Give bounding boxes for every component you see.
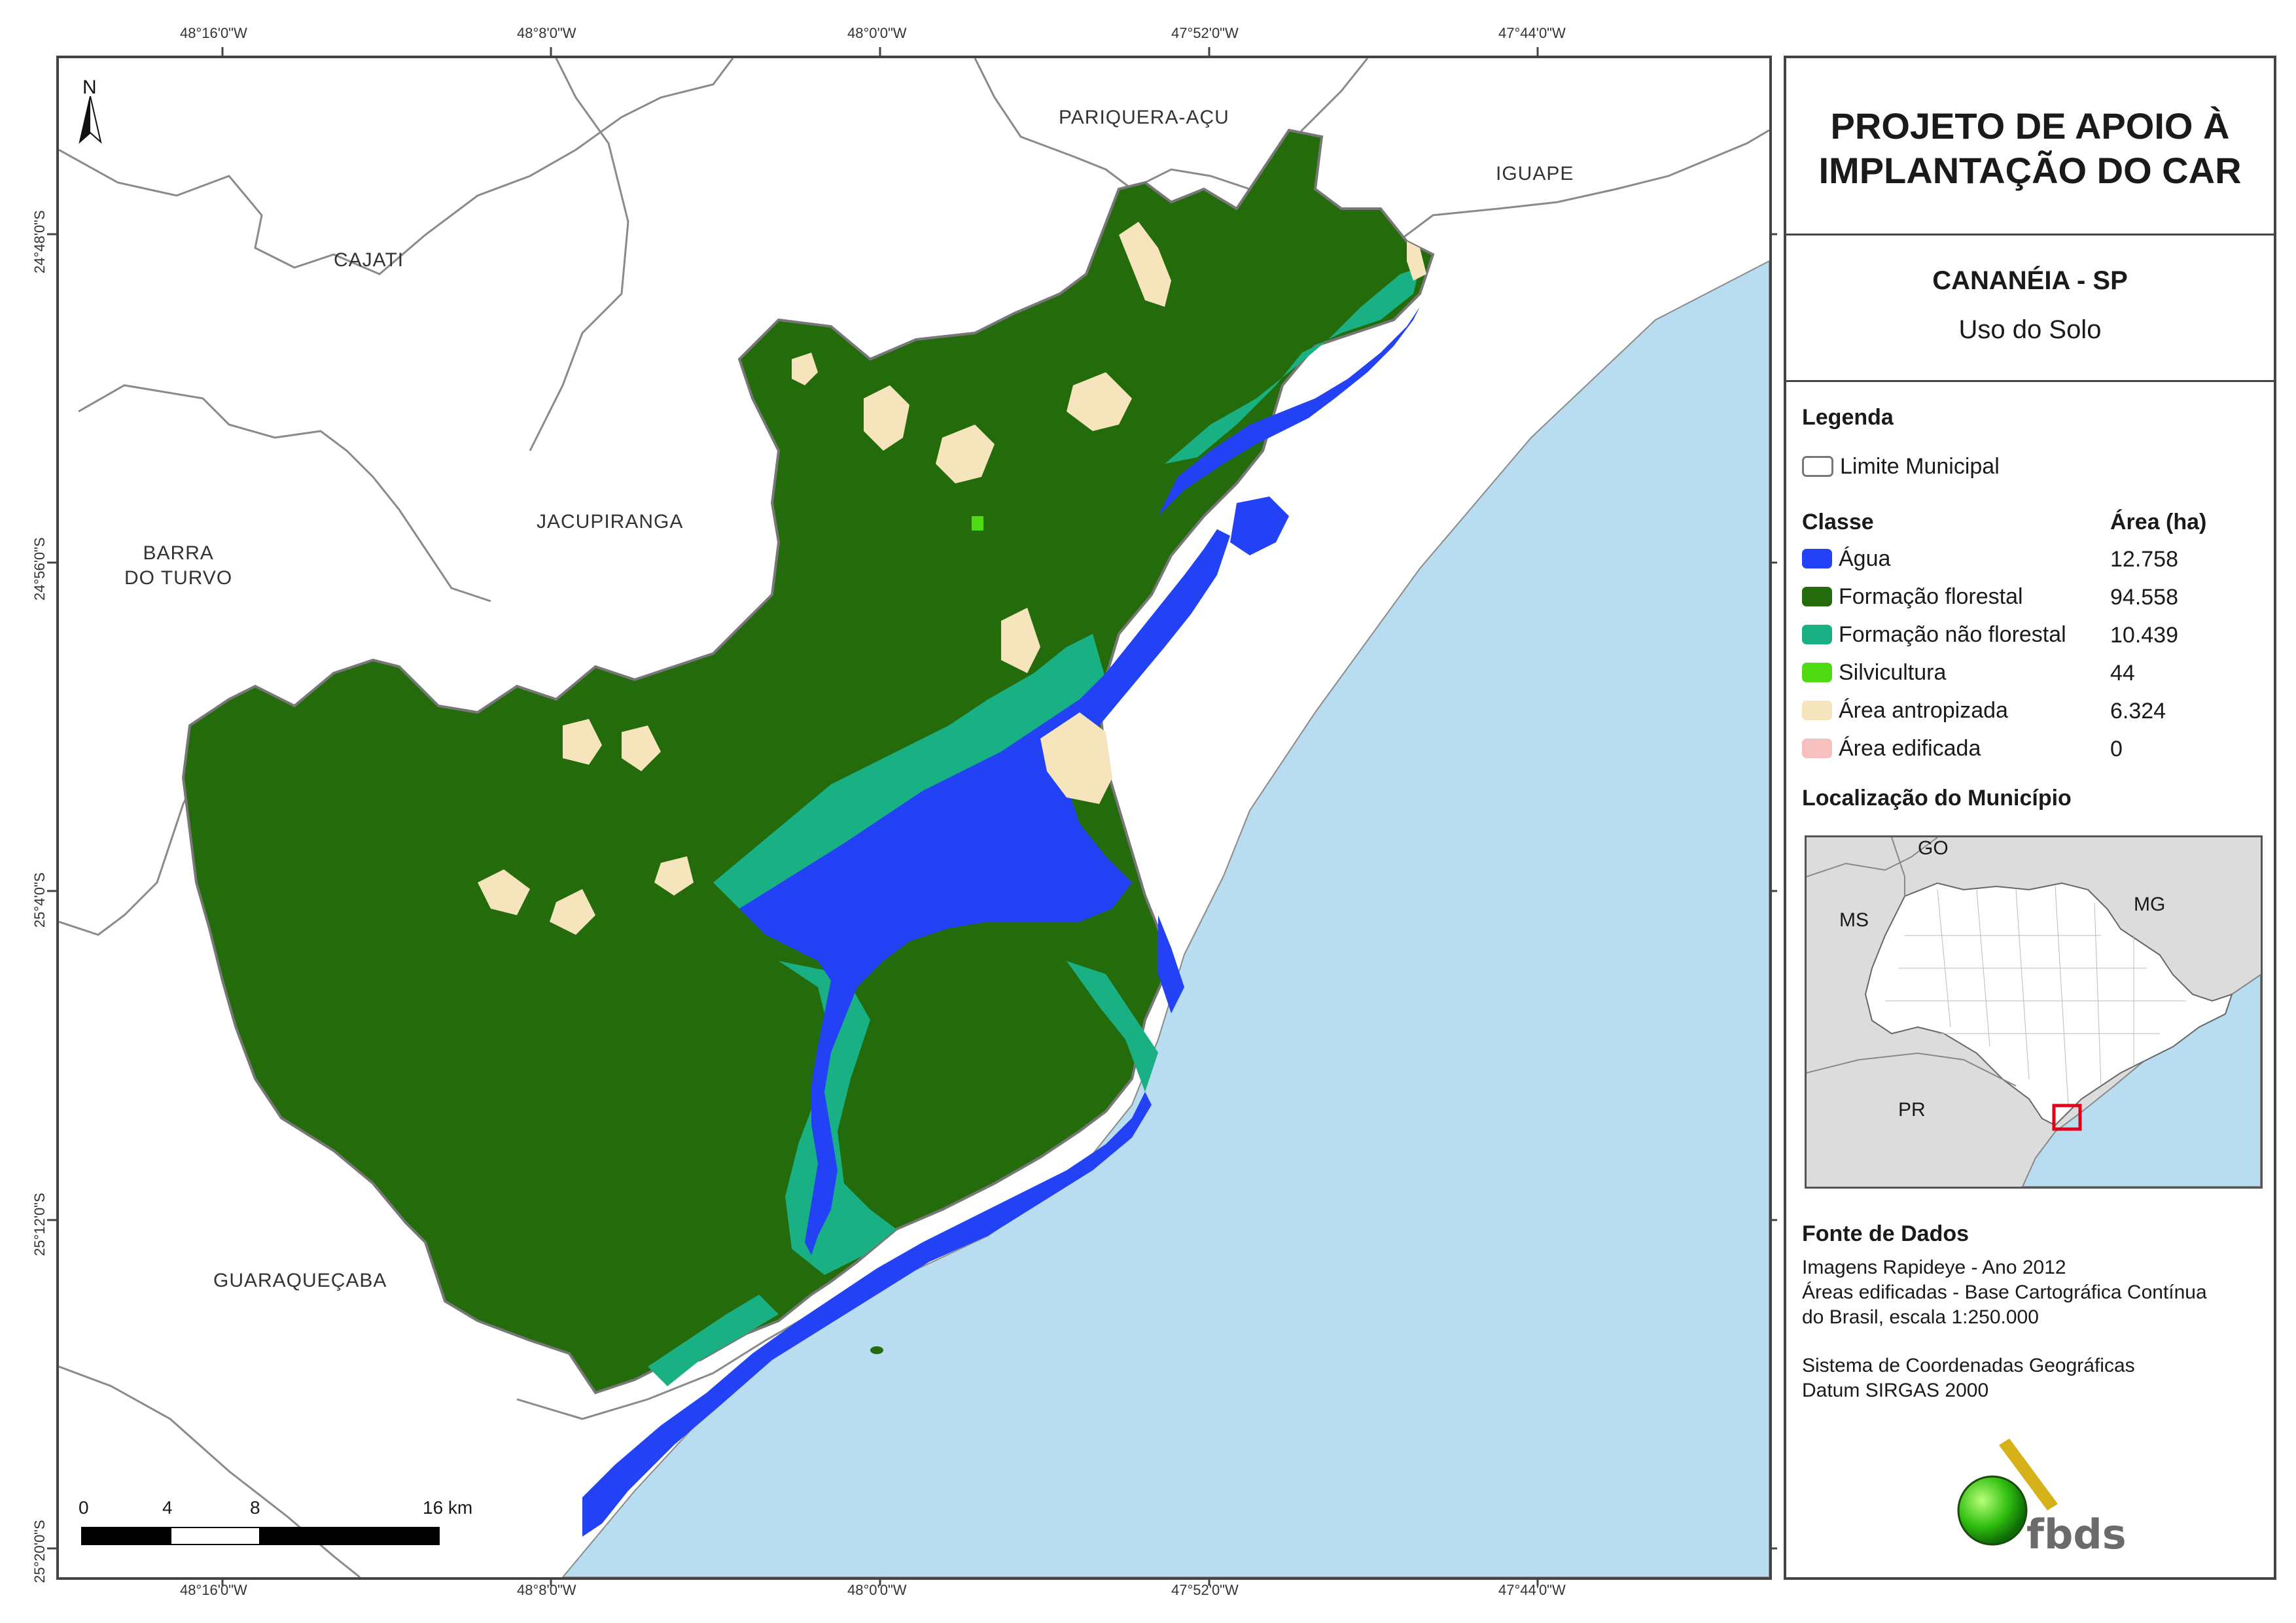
coord-line-2: Datum SIRGAS 2000 [1802,1380,1989,1401]
legend-heading: Legenda [1802,405,1894,430]
title-line2: IMPLANTAÇÃO DO CAR [1818,150,2242,191]
legend-value-nonforest: 10.439 [2110,623,2178,648]
fbds-logo-text: fbds [2026,1510,2127,1558]
side-panel: PROJETO DE APOIO À IMPLANTAÇÃO DO CAR CA… [1784,56,2276,1580]
panel-subtitle: CANANÉIA - SP [1932,266,2128,295]
non-forest-areas [648,268,1420,1386]
swatch-silv [1802,663,1832,682]
legend-label-antrop: Área antropizada [1839,697,2008,723]
inset-pr: PR [1898,1099,1926,1121]
swatch-edif [1802,739,1832,758]
north-arrow-icon [79,96,102,144]
inset-ms: MS [1839,909,1869,931]
legend-value-antrop: 6.324 [2110,699,2166,724]
north-label: N [82,77,97,98]
legend-label-edif: Área edificada [1839,735,1981,761]
inset-map[interactable]: GO MS MG PR [1805,835,2263,1189]
label-barra-do-turvo: BARRA DO TURVO [124,541,232,591]
legend-label-nonforest: Formação não florestal [1839,621,2066,647]
island [870,1346,883,1354]
panel-divider-1 [1786,234,2274,236]
legend-value-edif: 0 [2110,737,2123,761]
source-block: Imagens Rapideye - Ano 2012 Áreas edific… [1802,1255,2207,1330]
scale-label-0: 0 [79,1497,89,1518]
map-frame[interactable]: N PARIQUERA-AÇU IGUAPE CAJATI JACUPIRANG… [56,56,1772,1580]
ocean [561,260,1769,1577]
municipality-forest [181,128,1435,1395]
legend-value-agua: 12.758 [2110,547,2178,572]
inset-mg: MG [2134,894,2166,915]
legend-row-silv: Silvicultura [1802,659,1946,686]
anthropized-areas [478,222,1426,935]
panel-title: PROJETO DE APOIO À IMPLANTAÇÃO DO CAR [1786,104,2274,193]
inset-location-box [2052,1104,2082,1131]
class-heading: Classe [1802,510,1874,534]
top-coord-5: 47°44'0"W [1498,25,1566,41]
legend-limit-row: Limite Municipal [1802,453,2000,480]
top-coord-3: 48°0'0"W [847,25,907,41]
location-heading: Localização do Município [1802,786,2072,811]
limit-label: Limite Municipal [1840,453,2000,479]
water-areas [582,307,1420,1537]
inset-canvas [1807,837,2261,1187]
frame-ticks [47,47,1777,1586]
source-line-2: Áreas edificadas - Base Cartográfica Con… [1802,1282,2207,1303]
swatch-agua [1802,549,1832,568]
bottom-coord-4: 47°52'0"W [1171,1582,1239,1598]
swatch-antrop [1802,701,1832,720]
coord-block: Sistema de Coordenadas Geográficas Datum… [1802,1353,2135,1403]
scale-label-8: 8 [250,1497,260,1518]
coord-line-1: Sistema de Coordenadas Geográficas [1802,1355,2135,1376]
area-heading: Área (ha) [2110,510,2207,534]
scale-bar: 0 4 8 16 km [79,1497,484,1550]
legend-label-silv: Silvicultura [1839,659,1947,685]
source-line-1: Imagens Rapideye - Ano 2012 [1802,1257,2066,1278]
map-canvas[interactable] [59,58,1769,1577]
legend-row-agua: Água [1802,546,1890,572]
inset-go: GO [1918,837,1949,859]
silviculture-patch [972,516,983,531]
label-iguape: IGUAPE [1496,163,1574,184]
bottom-coord-3: 48°0'0"W [847,1582,907,1598]
legend-row-nonforest: Formação não florestal [1802,621,2066,648]
title-line1: PROJETO DE APOIO À [1830,105,2230,147]
swatch-nonforest [1802,625,1832,644]
label-cajati: CAJATI [334,249,404,271]
label-guaraquecaba: GUARAQUEÇABA [213,1270,387,1291]
north-arrow: N [77,77,103,148]
top-coord-2: 48°8'0"W [517,25,576,41]
scale-label-4: 4 [162,1497,173,1518]
top-coord-4: 47°52'0"W [1171,25,1239,41]
top-coord-1: 48°16'0"W [180,25,247,41]
source-heading: Fonte de Dados [1802,1221,1969,1246]
legend-label-forest: Formação florestal [1839,584,2023,609]
legend-row-forest: Formação florestal [1802,584,2023,610]
legend-value-silv: 44 [2110,661,2135,686]
scale-label-16: 16 km [423,1497,473,1518]
label-pariquera: PARIQUERA-AÇU [1059,107,1229,128]
limit-swatch [1802,456,1833,477]
fbds-logo-icon [1957,1439,2058,1546]
legend-value-forest: 94.558 [2110,585,2178,610]
panel-divider-2 [1786,380,2274,382]
legend-row-antrop: Área antropizada [1802,697,2008,724]
panel-subtitle2: Uso do Solo [1958,315,2102,344]
legend-label-agua: Água [1839,546,1891,571]
fbds-logo: fbds [1947,1439,2143,1558]
swatch-forest [1802,587,1832,606]
label-barra-line2: DO TURVO [124,567,233,589]
label-jacupiranga: JACUPIRANGA [537,511,684,532]
label-barra-line1: BARRA [143,542,214,564]
source-line-3: do Brasil, escala 1:250.000 [1802,1306,2039,1328]
bottom-coord-1: 48°16'0"W [180,1582,247,1598]
bottom-coord-5: 47°44'0"W [1498,1582,1566,1598]
bottom-coord-2: 48°8'0"W [517,1582,576,1598]
legend-row-edif: Área edificada [1802,735,1981,761]
scale-bar-body [81,1527,440,1545]
municipal-boundaries [59,58,1769,1577]
